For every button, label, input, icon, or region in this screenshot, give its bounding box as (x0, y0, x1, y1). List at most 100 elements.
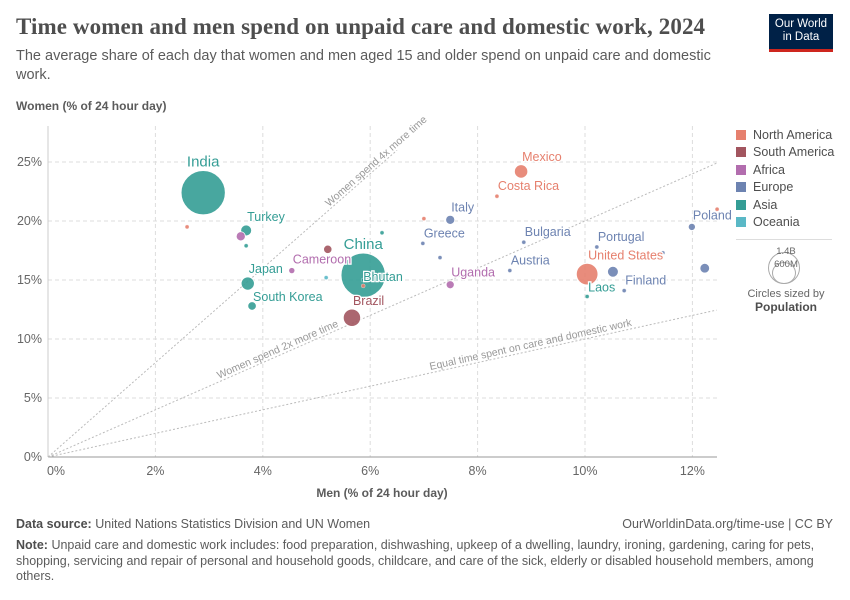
data-point (235, 231, 246, 242)
point-label: Uganda (451, 266, 495, 280)
point-label: Cameroon (293, 252, 351, 266)
region-legend: North America South America Africa Europe As… (736, 126, 834, 240)
point-label: Bhutan (363, 270, 403, 284)
legend-swatch (736, 199, 746, 210)
data-point (494, 194, 500, 199)
legend-item[interactable]: Europe (736, 179, 834, 197)
data-point (594, 244, 599, 250)
x-tick-label: 2% (146, 464, 164, 478)
point-label: Brazil (353, 294, 384, 308)
y-tick-label: 25% (17, 155, 42, 169)
chart-title: Time women and men spend on unpaid care … (16, 14, 706, 39)
size-caption: Circles sized by (747, 288, 825, 300)
owid-logo[interactable]: Our World in Data (769, 14, 833, 52)
data-point (714, 207, 720, 212)
note-text: Unpaid care and domestic work includes: … (16, 538, 815, 583)
data-point (324, 275, 329, 280)
data-point (361, 283, 366, 289)
point-label: Costa Rica (498, 179, 559, 193)
data-point (247, 301, 257, 311)
size-circle-small (772, 262, 796, 284)
legend-item[interactable]: Oceania (736, 214, 834, 232)
data-source: Data source: United Nations Statistics D… (16, 517, 370, 531)
legend-swatch (736, 217, 746, 228)
legend-label: Asia (753, 197, 778, 212)
legend-item[interactable]: South America (736, 144, 834, 162)
point-label: Portugal (598, 230, 645, 244)
legend-item[interactable]: Asia (736, 196, 834, 214)
data-point (361, 277, 366, 283)
data-point (288, 267, 296, 275)
x-tick-label: 6% (361, 464, 379, 478)
y-tick-label: 20% (17, 214, 42, 228)
data-point (180, 170, 226, 216)
size-legend: 1.4B 600M Circles sized by Population (736, 240, 836, 314)
y-tick-label: 15% (17, 273, 42, 287)
point-label: Japan (249, 262, 283, 276)
data-point (607, 265, 619, 278)
chart-subtitle: The average share of each day that women… (16, 48, 711, 83)
point-label: Italy (451, 200, 475, 214)
size-small-label: 600M (774, 259, 798, 270)
x-tick-label: 10% (572, 464, 597, 478)
point-label: South Korea (253, 290, 323, 304)
reference-line-label: Women spend 4x more time (323, 114, 430, 210)
reference-line-label: Women spend 2x more time (215, 318, 340, 382)
y-tick-label: 0% (24, 450, 42, 464)
legend-label: South America (753, 145, 835, 160)
data-point (244, 243, 249, 248)
note-label: Note: (16, 538, 48, 552)
legend-label: Oceania (753, 215, 800, 230)
data-point (699, 262, 710, 274)
legend-label: Europe (753, 180, 794, 195)
legend-swatch (736, 182, 746, 193)
data-point (660, 250, 666, 256)
data-point (644, 251, 649, 257)
legend-label: North America (753, 127, 833, 142)
point-label: Poland (693, 208, 732, 222)
data-point (323, 244, 333, 254)
x-axis-label: Men (% of 24 hour day) (316, 486, 447, 500)
size-variable: Population (755, 300, 817, 314)
reference-line (47, 162, 717, 458)
point-label: Laos (588, 281, 615, 295)
data-point (622, 288, 627, 293)
point-label: Turkey (247, 210, 285, 224)
point-label: United States (588, 248, 663, 262)
legend-swatch (736, 147, 746, 158)
data-point (584, 294, 590, 299)
data-point (687, 222, 696, 231)
data-point (421, 216, 427, 221)
point-label: Greece (424, 226, 465, 240)
data-point (521, 240, 526, 245)
point-label: Bulgaria (525, 225, 571, 239)
y-tick-label: 5% (24, 391, 42, 405)
data-point (514, 164, 529, 179)
point-label: Finland (625, 274, 666, 288)
note: Note: Unpaid care and domestic work incl… (16, 538, 831, 585)
legend-item[interactable]: Africa (736, 161, 834, 179)
legend-item[interactable]: North America (736, 126, 834, 144)
data-point (420, 241, 425, 246)
source-label: Data source: (16, 517, 92, 531)
x-tick-label: 0% (47, 464, 65, 478)
data-point (342, 308, 361, 327)
data-point (575, 262, 599, 286)
y-tick-label: 10% (17, 332, 42, 346)
data-point (184, 224, 190, 230)
legend-label: Africa (753, 162, 785, 177)
point-label: Austria (511, 254, 550, 268)
x-tick-label: 4% (254, 464, 272, 478)
reference-line (47, 149, 398, 458)
x-tick-label: 12% (680, 464, 705, 478)
data-point (437, 255, 443, 260)
point-label: China (344, 236, 384, 253)
legend-divider (736, 239, 832, 240)
data-point (445, 214, 456, 225)
data-point (379, 230, 385, 235)
source-url[interactable]: OurWorldinData.org/time-use | CC BY (622, 517, 833, 531)
source-text: United Nations Statistics Division and U… (95, 517, 371, 531)
data-point (240, 276, 255, 291)
data-point (445, 280, 455, 290)
